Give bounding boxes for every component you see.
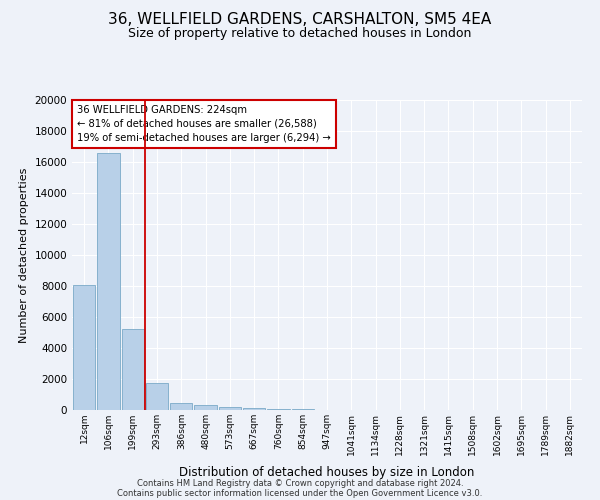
Y-axis label: Number of detached properties: Number of detached properties — [19, 168, 29, 342]
Text: Contains HM Land Registry data © Crown copyright and database right 2024.: Contains HM Land Registry data © Crown c… — [137, 478, 463, 488]
Text: Size of property relative to detached houses in London: Size of property relative to detached ho… — [128, 28, 472, 40]
Bar — [170, 403, 193, 410]
Bar — [218, 407, 241, 410]
Bar — [73, 285, 95, 410]
X-axis label: Distribution of detached houses by size in London: Distribution of detached houses by size … — [179, 466, 475, 479]
Bar — [97, 152, 119, 410]
Bar — [122, 330, 144, 410]
Text: 36 WELLFIELD GARDENS: 224sqm
← 81% of detached houses are smaller (26,588)
19% o: 36 WELLFIELD GARDENS: 224sqm ← 81% of de… — [77, 104, 331, 142]
Text: 36, WELLFIELD GARDENS, CARSHALTON, SM5 4EA: 36, WELLFIELD GARDENS, CARSHALTON, SM5 4… — [109, 12, 491, 28]
Bar — [194, 405, 217, 410]
Bar — [243, 408, 265, 410]
Bar — [267, 408, 290, 410]
Text: Contains public sector information licensed under the Open Government Licence v3: Contains public sector information licen… — [118, 488, 482, 498]
Bar — [146, 383, 168, 410]
Bar — [292, 409, 314, 410]
